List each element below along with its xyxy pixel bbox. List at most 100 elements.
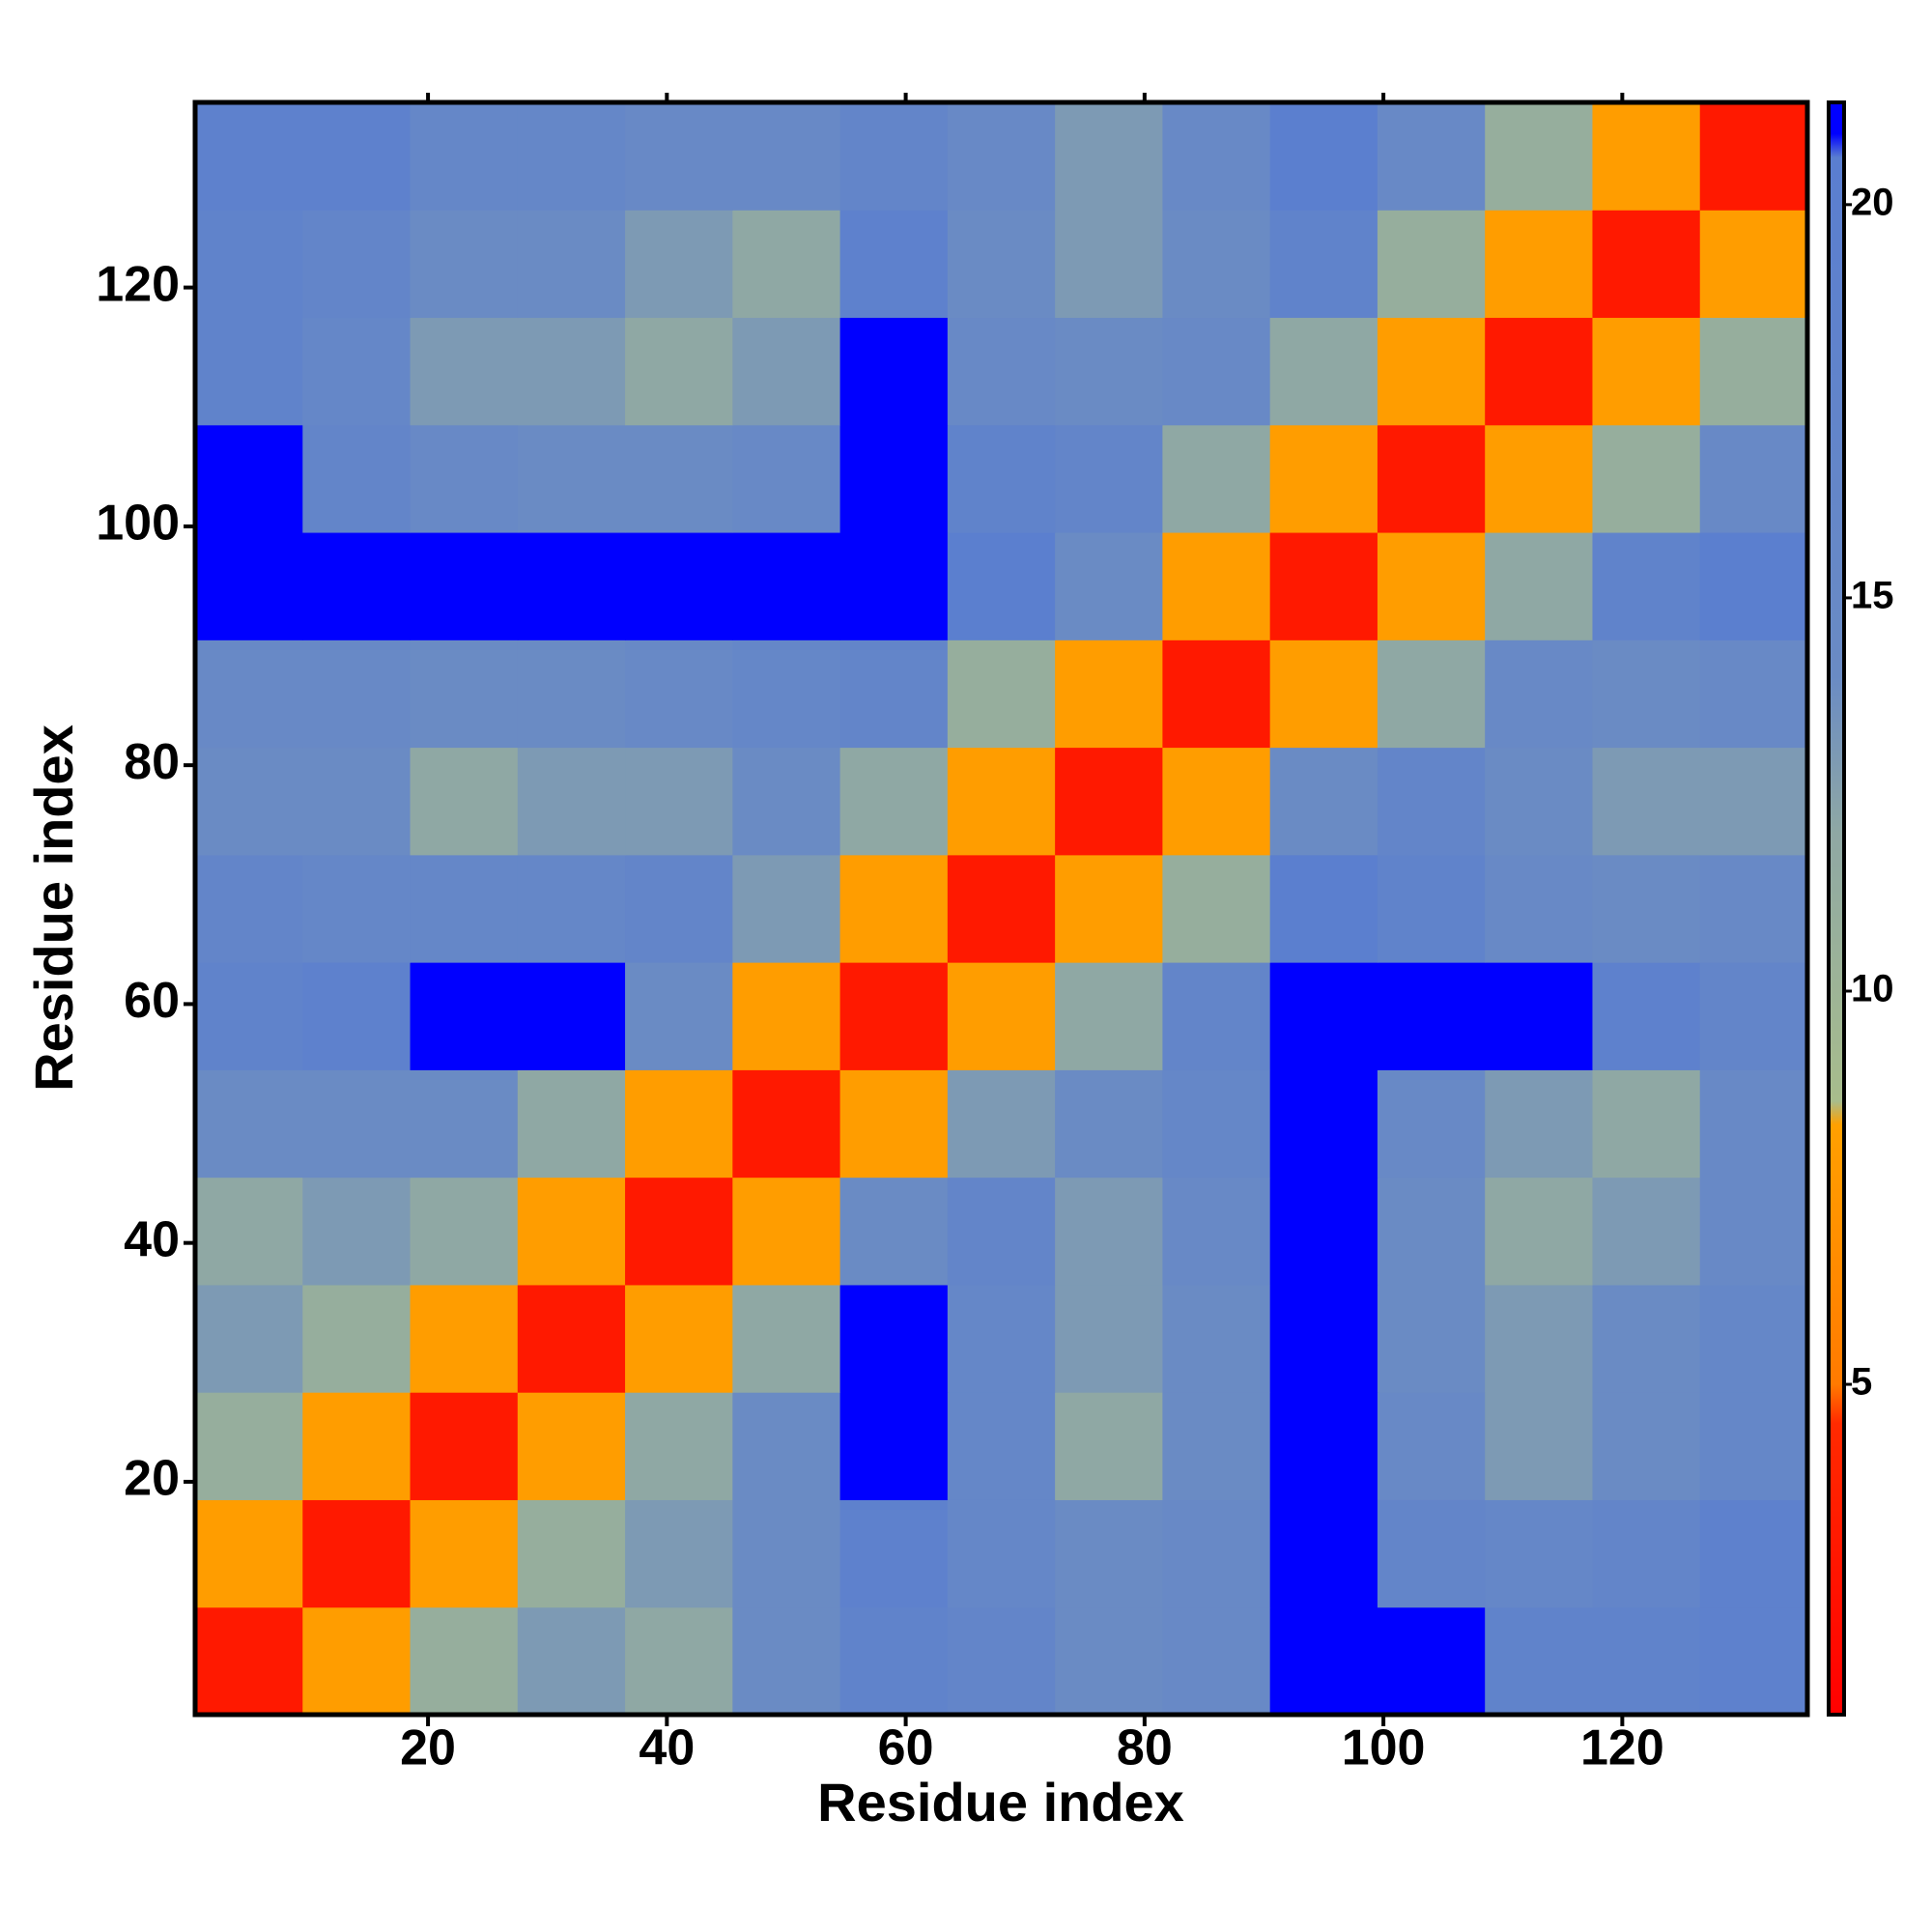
heatmap-cell xyxy=(839,854,949,963)
heatmap-cell xyxy=(410,1069,519,1179)
heatmap-cell xyxy=(1055,639,1163,749)
heatmap-cell xyxy=(1055,1177,1163,1286)
heatmap-cell xyxy=(517,962,626,1070)
heatmap-cell xyxy=(1377,1284,1486,1393)
heatmap-cell xyxy=(1485,1606,1593,1716)
heatmap-cell xyxy=(947,1606,1056,1716)
heatmap-cell xyxy=(517,210,626,319)
x-tick-label: 40 xyxy=(639,1720,695,1776)
heatmap-cell xyxy=(302,1284,412,1393)
heatmap-cell xyxy=(1055,317,1163,426)
heatmap-cell xyxy=(1377,102,1486,211)
heatmap-cell xyxy=(410,639,519,749)
heatmap-cell xyxy=(1485,1392,1593,1500)
heatmap-cell xyxy=(517,747,626,856)
heatmap-cell xyxy=(1592,102,1701,211)
heatmap-cell xyxy=(302,747,412,856)
heatmap-cell xyxy=(517,317,626,426)
y-tick-label: 80 xyxy=(124,734,180,790)
heatmap-cell xyxy=(1485,854,1593,963)
heatmap-cell xyxy=(839,747,949,856)
heatmap-cell xyxy=(517,639,626,749)
heatmap-cell xyxy=(1485,210,1593,319)
heatmap-cell xyxy=(302,210,412,319)
x-tick-label: 20 xyxy=(400,1720,456,1776)
heatmap-cell xyxy=(1592,639,1701,749)
heatmap-cell xyxy=(410,747,519,856)
heatmap-cell xyxy=(732,210,841,319)
heatmap-cell xyxy=(1162,102,1271,211)
heatmap-cell xyxy=(1055,1606,1163,1716)
heatmap-cell xyxy=(732,424,841,533)
heatmap-cell xyxy=(1269,1606,1378,1716)
heatmap-cell xyxy=(1699,1499,1808,1608)
heatmap-cell xyxy=(1269,854,1378,963)
heatmap-cell xyxy=(1055,1392,1163,1500)
heatmap-cell xyxy=(1485,1284,1593,1393)
heatmap-cells xyxy=(195,102,1808,1716)
heatmap-cell xyxy=(195,747,303,856)
colorbar-tick-label: 15 xyxy=(1851,574,1894,616)
heatmap-cell xyxy=(1485,962,1593,1070)
heatmap-cell xyxy=(1592,1069,1701,1179)
heatmap-cell xyxy=(839,210,949,319)
heatmap-cell xyxy=(625,854,733,963)
heatmap-cell xyxy=(195,317,303,426)
heatmap-cell xyxy=(625,102,733,211)
heatmap-cell xyxy=(1377,1177,1486,1286)
heatmap-cell xyxy=(625,1069,733,1179)
heatmap-cell xyxy=(195,1177,303,1286)
heatmap-cell xyxy=(410,102,519,211)
heatmap-cell xyxy=(839,532,949,640)
heatmap-cell xyxy=(839,1606,949,1716)
heatmap-cell xyxy=(732,854,841,963)
heatmap-cell xyxy=(732,1606,841,1716)
heatmap-cell xyxy=(732,639,841,749)
heatmap-cell xyxy=(1377,854,1486,963)
heatmap-cell xyxy=(625,532,733,640)
heatmap-cell xyxy=(625,639,733,749)
heatmap-cell xyxy=(947,210,1056,319)
heatmap-cell xyxy=(1699,532,1808,640)
y-tick-label: 100 xyxy=(96,496,180,552)
heatmap-cell xyxy=(302,532,412,640)
heatmap-cell xyxy=(1485,1069,1593,1179)
heatmap-cell xyxy=(1377,317,1486,426)
heatmap-cell xyxy=(732,102,841,211)
heatmap-cell xyxy=(1162,1177,1271,1286)
heatmap-cell xyxy=(1269,1069,1378,1179)
heatmap-cell xyxy=(1485,532,1593,640)
y-axis-title: Residue index xyxy=(23,724,84,1092)
heatmap-cell xyxy=(1162,747,1271,856)
heatmap-cell xyxy=(1055,102,1163,211)
heatmap-cell xyxy=(517,1284,626,1393)
heatmap-cell xyxy=(947,102,1056,211)
heatmap-cell xyxy=(1055,424,1163,533)
heatmap-cell xyxy=(1699,1392,1808,1500)
heatmap-cell xyxy=(839,1392,949,1500)
heatmap-cell xyxy=(1162,424,1271,533)
heatmap-cell xyxy=(1485,102,1593,211)
heatmap-cell xyxy=(625,424,733,533)
y-tick-label: 120 xyxy=(96,256,180,312)
heatmap-cell xyxy=(302,1499,412,1608)
heatmap-cell xyxy=(1377,532,1486,640)
heatmap-cell xyxy=(625,1499,733,1608)
heatmap-cell xyxy=(947,532,1056,640)
heatmap-cell xyxy=(947,962,1056,1070)
heatmap-cell xyxy=(517,1606,626,1716)
heatmap-cell xyxy=(1699,854,1808,963)
heatmap-cell xyxy=(1269,532,1378,640)
colorbar-tick-label: 20 xyxy=(1851,181,1894,223)
heatmap-cell xyxy=(410,1606,519,1716)
heatmap-cell xyxy=(1485,747,1593,856)
heatmap-cell xyxy=(1269,424,1378,533)
heatmap-cell xyxy=(195,102,303,211)
heatmap-cell xyxy=(1699,317,1808,426)
heatmap-cell xyxy=(1055,210,1163,319)
heatmap-cell xyxy=(302,1392,412,1500)
heatmap-cell xyxy=(517,854,626,963)
heatmap-cell xyxy=(410,1499,519,1608)
heatmap-cell xyxy=(195,1606,303,1716)
